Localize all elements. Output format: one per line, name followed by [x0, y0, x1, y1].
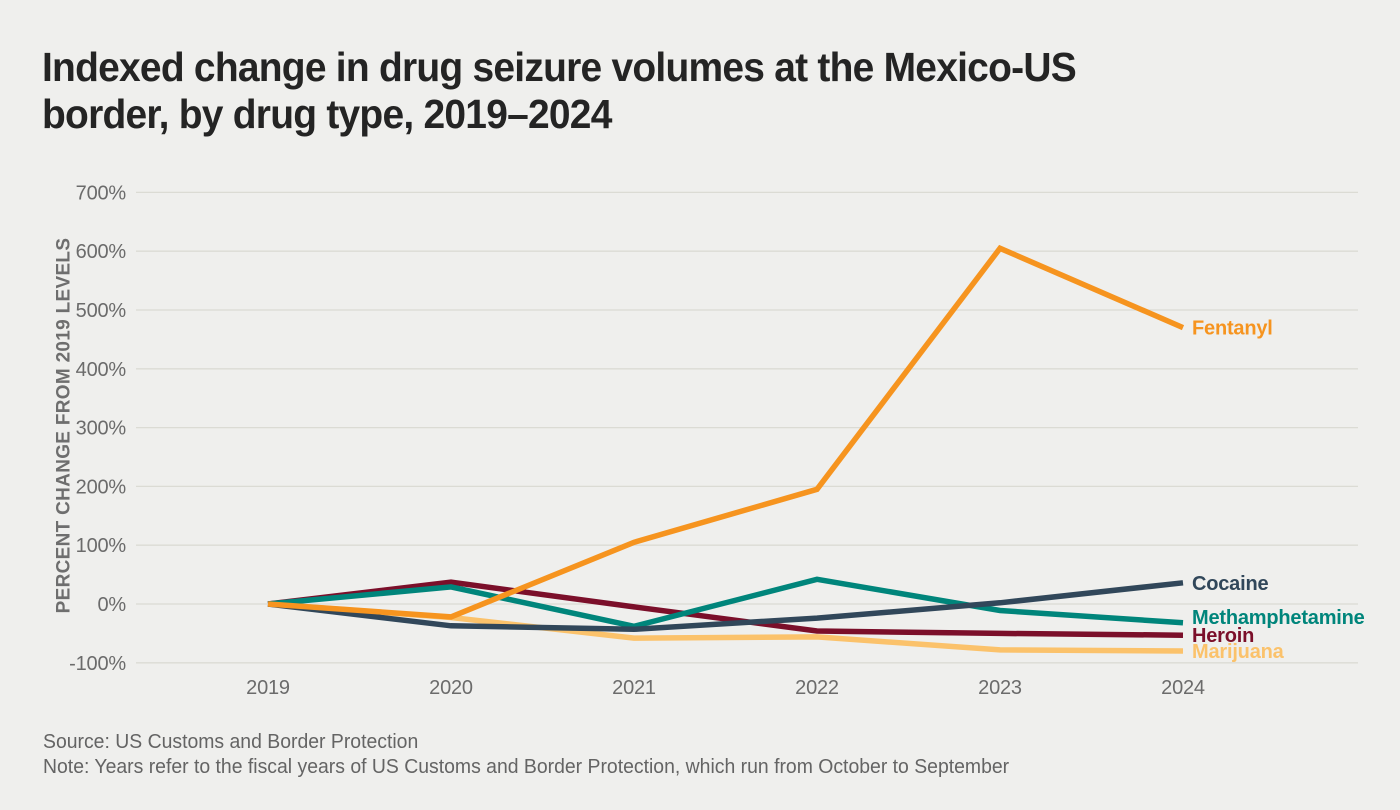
x-tick-label: 2022 — [795, 677, 839, 699]
x-tick-label: 2021 — [612, 677, 656, 699]
series-end-label-heroin: Heroin — [1192, 625, 1254, 647]
y-tick-label: 500% — [76, 300, 127, 322]
x-tick-label: 2023 — [978, 677, 1022, 699]
x-tick-label: 2020 — [429, 677, 473, 699]
y-tick-label: 200% — [76, 476, 127, 498]
chart-title-line1: Indexed change in drug seizure volumes a… — [42, 44, 1077, 90]
methodology-note: Note: Years refer to the fiscal years of… — [43, 756, 1010, 778]
y-tick-label: 100% — [76, 535, 127, 557]
y-tick-label: 600% — [76, 241, 127, 263]
series-end-label-marijuana: Marijuana — [1192, 641, 1285, 663]
y-tick-label: 0% — [97, 594, 126, 616]
x-tick-label: 2019 — [246, 677, 290, 699]
x-tick-label: 2024 — [1161, 677, 1205, 699]
y-tick-label: 400% — [76, 359, 127, 381]
source-note: Source: US Customs and Border Protection — [43, 731, 419, 753]
series-end-label-cocaine: Cocaine — [1192, 573, 1268, 595]
series-end-label-methamphetamine: Methamphetamine — [1192, 607, 1365, 629]
series-line-fentanyl — [267, 244, 1185, 620]
chart-title: Indexed change in drug seizure volumes a… — [42, 44, 1077, 138]
y-tick-label: 700% — [76, 182, 127, 204]
chart-title-line2: border, by drug type, 2019–2024 — [42, 91, 612, 137]
y-tick-label: 300% — [76, 418, 127, 440]
chart-footer: Source: US Customs and Border Protection… — [43, 730, 1009, 780]
series-line-methamphetamine — [267, 576, 1184, 630]
series-line-cocaine — [267, 580, 1184, 633]
y-tick-label: -100% — [69, 653, 126, 675]
series-line-heroin — [267, 579, 1184, 638]
series-end-label-fentanyl: Fentanyl — [1192, 318, 1273, 340]
